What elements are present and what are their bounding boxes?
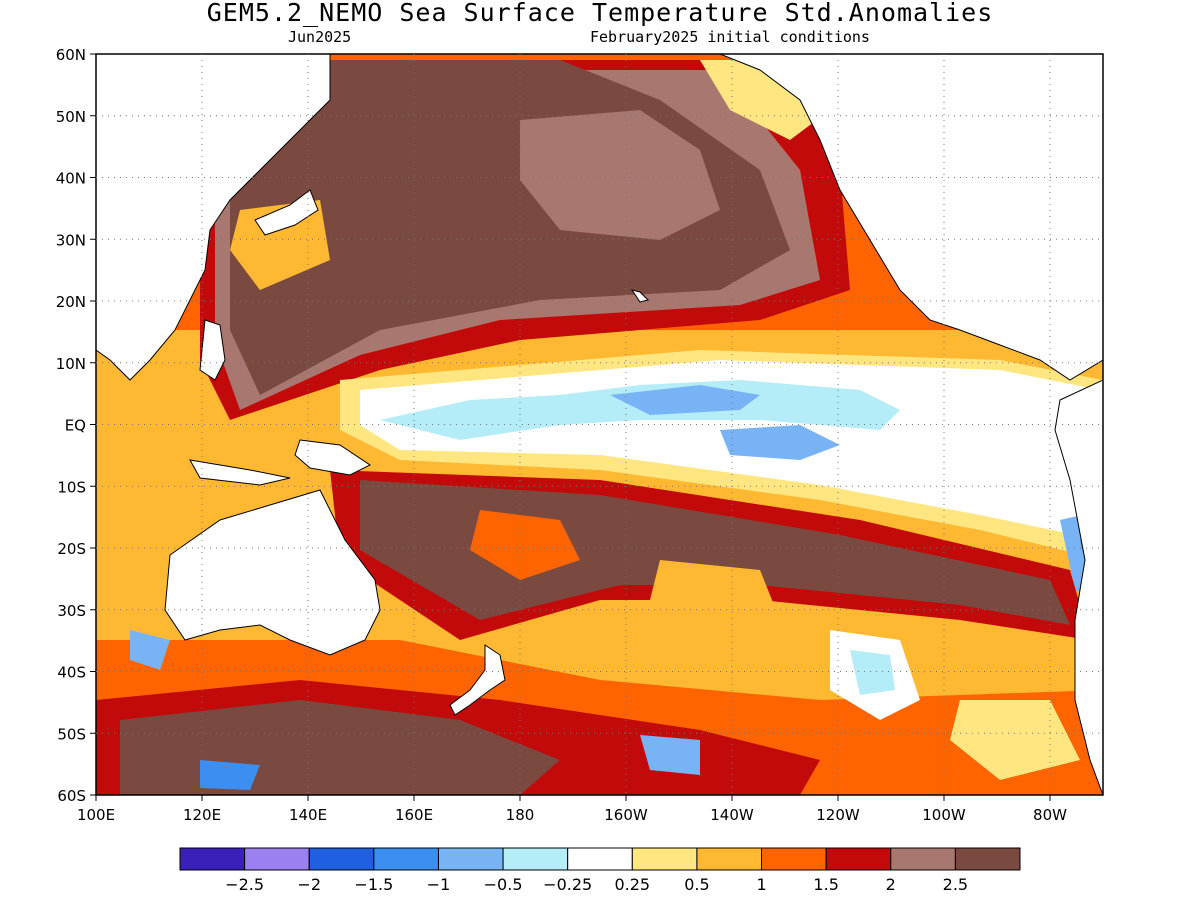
colorbar-label: −2 bbox=[297, 875, 321, 894]
anomaly-region bbox=[950, 700, 1080, 780]
colorbar-label: 1.5 bbox=[813, 875, 838, 894]
lat-tick-label: 10N bbox=[56, 355, 86, 373]
colorbar-swatch bbox=[761, 847, 827, 871]
colorbar-swatch bbox=[244, 847, 310, 871]
lat-tick-label: EQ bbox=[65, 417, 86, 435]
anomaly-region bbox=[650, 560, 780, 640]
land-australia bbox=[164, 489, 381, 656]
colorbar-swatch bbox=[308, 847, 375, 871]
lat-tick-label: 50N bbox=[56, 108, 86, 126]
land-new-guinea bbox=[294, 439, 371, 476]
anomaly-region bbox=[640, 735, 700, 775]
colorbar-swatch bbox=[954, 847, 1021, 871]
colorbar-label: −2.5 bbox=[225, 875, 264, 894]
colorbar-swatch bbox=[502, 847, 569, 871]
anomaly-region bbox=[200, 760, 260, 790]
lon-tick-label: 120E bbox=[183, 806, 221, 824]
land-asia bbox=[96, 54, 331, 381]
colorbar-label: −0.25 bbox=[543, 875, 592, 894]
lon-tick-label: 140W bbox=[710, 806, 754, 824]
lat-tick-label: 60N bbox=[56, 46, 86, 64]
land-japan bbox=[254, 189, 319, 236]
initial-conditions-label: February2025 initial conditions bbox=[590, 28, 870, 46]
lat-tick-label: 20N bbox=[56, 293, 86, 311]
lon-tick-label: 100E bbox=[77, 806, 115, 824]
colorbar-label: −1 bbox=[427, 875, 451, 894]
land-philippines bbox=[199, 319, 226, 381]
colorbar-label: 1 bbox=[756, 875, 766, 894]
land-south-america bbox=[1054, 379, 1103, 795]
lon-tick-label: 100W bbox=[922, 806, 966, 824]
lon-tick-label: 140E bbox=[289, 806, 327, 824]
anomaly-region bbox=[130, 630, 170, 670]
colorbar-label: −0.5 bbox=[484, 875, 523, 894]
chart-title: GEM5.2_NEMO Sea Surface Temperature Std.… bbox=[206, 0, 994, 27]
anomaly-region bbox=[520, 110, 720, 240]
lat-tick-label: 10S bbox=[57, 478, 86, 496]
colorbar-swatch bbox=[696, 847, 763, 871]
land-indonesia bbox=[189, 459, 291, 486]
colorbar-label: 0.5 bbox=[684, 875, 709, 894]
colorbar-swatch bbox=[825, 847, 892, 871]
lat-tick-label: 20S bbox=[57, 540, 86, 558]
colorbar-label: 2.5 bbox=[943, 875, 968, 894]
lon-tick-label: 160W bbox=[604, 806, 648, 824]
colorbar-swatch bbox=[631, 847, 698, 871]
colorbar-label: −1.5 bbox=[354, 875, 393, 894]
colorbar-swatch bbox=[890, 847, 956, 871]
lat-tick-label: 40N bbox=[56, 170, 86, 188]
colorbar-swatch bbox=[373, 847, 439, 871]
anomaly-region bbox=[850, 650, 895, 695]
lon-tick-label: 80W bbox=[1033, 806, 1067, 824]
anomaly-region bbox=[470, 510, 580, 580]
forecast-month-label: Jun2025 bbox=[288, 28, 352, 46]
land-hawaii bbox=[630, 289, 649, 303]
lat-tick-label: 30N bbox=[56, 231, 86, 249]
lon-tick-label: 160E bbox=[395, 806, 433, 824]
anomaly-region bbox=[720, 425, 840, 460]
lat-tick-label: 50S bbox=[57, 725, 86, 743]
lon-tick-label: 180 bbox=[506, 806, 535, 824]
land-new-zealand bbox=[449, 644, 506, 716]
colorbar-swatch bbox=[179, 847, 246, 871]
axes: 60N50N40N30N20N10NEQ10S20S30S40S50S60S10… bbox=[56, 46, 1067, 824]
colorbar-label: 2 bbox=[886, 875, 896, 894]
colorbar-swatch bbox=[567, 847, 633, 871]
anomaly-region bbox=[360, 480, 1070, 625]
colorbar-label: 0.25 bbox=[614, 875, 650, 894]
anomaly-region bbox=[230, 200, 330, 290]
lat-tick-label: 40S bbox=[57, 664, 86, 682]
lon-tick-label: 120W bbox=[816, 806, 860, 824]
lat-tick-label: 60S bbox=[57, 787, 86, 805]
colorbar-swatch bbox=[437, 847, 504, 871]
land-north-america bbox=[719, 54, 1103, 381]
anomaly-region bbox=[610, 385, 760, 415]
lat-tick-label: 30S bbox=[57, 602, 86, 620]
